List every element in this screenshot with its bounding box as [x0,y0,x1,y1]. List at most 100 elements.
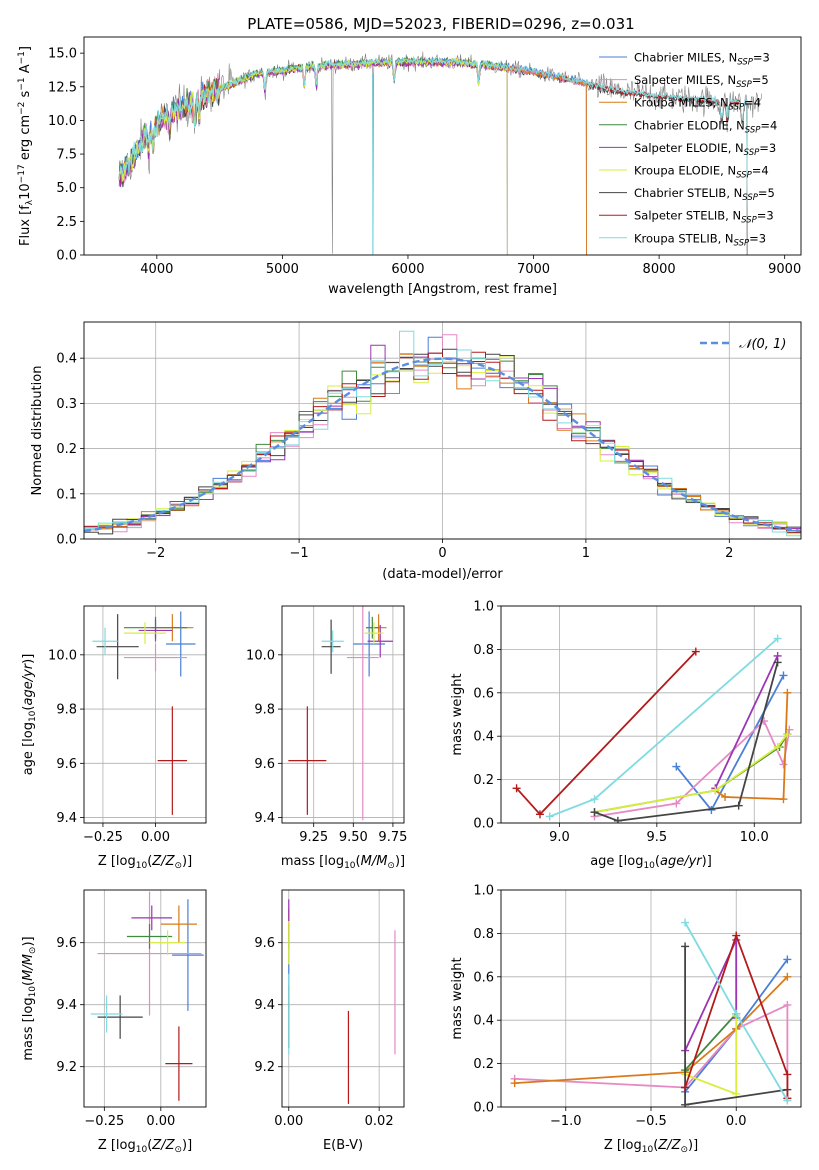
series-salpeter-elodie [681,935,741,1055]
x-tick-label: 1 [582,546,590,561]
x-tick-label: 0 [438,546,446,561]
y-tick-label: 9.6 [254,936,275,951]
y-tick-label: 0.4 [56,352,77,367]
x-tick-label: 0.00 [141,830,170,845]
series-salpeter-stelib [512,647,700,819]
errorbar-kroupa-elodie [149,930,186,956]
y-tick-label: 1.0 [473,884,494,899]
x-tick-label: 8000 [643,262,676,277]
y-tick-label: 7.5 [56,148,77,163]
age_vs_Z-y-axis-label: age [log10(age/yr)] [21,654,38,776]
series-chabrier-elodie [590,730,792,817]
mass_vs_Z-frame [83,889,207,1108]
y-tick-label: 9.6 [56,757,77,772]
errorbar-kroupa-elodie [364,622,384,644]
y-tick-label: 9.8 [254,703,275,718]
x-tick-label: 9.25 [299,830,328,845]
series-kroupa-elodie [590,730,792,817]
y-tick-label: 0.1 [56,487,77,502]
y-tick-label: 9.4 [56,998,77,1013]
x-tick-label: −1.0 [550,1114,582,1129]
legend-label: Chabrier ELODIE, NSSP=4 [634,118,777,135]
series-kroupa-stelib [545,634,782,821]
mass_vs_ebv-axes: 0.00 0.02 9.2 9.4 9.6 [254,890,404,1129]
errorbar-kroupa-stelib [90,995,123,1033]
age_vs_mass-x-axis-label: mass [log10(M/M⊙)] [281,854,405,871]
model-line-kroupa-miles [118,57,587,255]
spectrum-legend: Chabrier MILES, NSSP=3 Salpeter MILES, NS… [599,51,777,248]
spectrum-y-axis-label: Flux [fλ10−17 erg cm−2 s−1 A−1] [17,46,35,246]
x-tick-label: 0.00 [146,1114,175,1129]
y-tick-label: 9.6 [56,936,77,951]
y-tick-label: 9.6 [254,757,275,772]
y-tick-label: 9.4 [254,811,275,826]
errorbar-salpeter-stelib [165,1026,193,1101]
plot-layer: 4000 5000 6000 7000 8000 90000.02.55.07.510.0… [17,36,802,1155]
y-tick-label: 5.0 [56,181,77,196]
x-tick-label: 9.75 [378,830,407,845]
y-tick-label: 0.4 [473,730,494,745]
y-tick-label: 0.2 [473,773,494,788]
x-tick-label: 9000 [768,262,801,277]
model-line-salpeter-miles [118,57,587,255]
x-tick-label: 7000 [517,262,550,277]
x-tick-label: −2 [146,546,165,561]
spectrum-x-axis-label: wavelength [Angstrom, rest frame] [328,282,557,297]
model-line-kroupa-stelib [118,55,748,255]
y-tick-label: 0.0 [473,1101,494,1116]
y-tick-label: 0.0 [473,817,494,832]
residuals-frame [83,321,802,540]
legend-label: Salpeter STELIB, NSSP=3 [634,209,774,226]
x-tick-label: 0.00 [274,1114,303,1129]
x-tick-label: 9.0 [549,830,570,845]
x-tick-label: 9.50 [339,830,368,845]
spectrum-frame [83,36,802,256]
x-tick-label: −1 [290,546,309,561]
x-tick-label: 5000 [266,262,299,277]
model-line-kroupa-elodie [118,56,508,255]
weight_vs_age-frame [500,605,802,824]
age_vs_Z-frame [83,605,207,824]
x-tick-label: 4000 [140,262,173,277]
errorbar-salpeter-miles [123,643,188,672]
legend-label: Kroupa STELIB, NSSP=3 [634,231,766,248]
x-tick-label: 2 [725,546,733,561]
legend-label: Kroupa ELODIE, NSSP=4 [634,164,769,181]
errorbar-salpeter-miles [97,891,202,1016]
errorbar-chabrier-miles [172,899,204,1011]
errorbar-salpeter-miles [346,606,379,821]
y-tick-label: 0.2 [56,442,77,457]
x-tick-label: −0.5 [635,1114,667,1129]
y-tick-label: 1.0 [473,600,494,615]
x-tick-label: 9.5 [647,830,668,845]
errorbar-salpeter-stelib [288,706,327,815]
series-chabrier-miles [672,671,788,814]
y-tick-label: 10.0 [246,648,275,663]
y-tick-label: 9.4 [254,998,275,1013]
age_vs_Z-axes: −0.25 0.00 9.4 9.6 9.8 10.0 [48,606,206,845]
y-tick-label: 9.2 [56,1060,77,1075]
y-tick-label: 0.2 [473,1057,494,1072]
errorbar-chabrier-stelib [321,619,341,674]
y-tick-label: 10.0 [48,114,77,129]
y-tick-label: 0.8 [473,643,494,658]
y-tick-label: 0.0 [56,249,77,264]
x-tick-label: 0.0 [726,1114,747,1129]
y-tick-label: 12.5 [48,80,77,95]
y-tick-label: 0.3 [56,397,77,412]
y-tick-label: 0.0 [56,533,77,548]
model-line-chabrier-miles [118,56,587,255]
errorbar-chabrier-elodie [365,616,379,639]
x-tick-label: 0.02 [365,1114,394,1129]
errorbar-salpeter-elodie [131,905,173,931]
y-tick-label: 9.4 [56,811,77,826]
y-tick-label: 0.4 [473,1014,494,1029]
errorbar-kroupa-stelib [92,627,118,655]
normal-curve [84,357,801,533]
weight_vs_Z-frame [500,889,802,1108]
errorbar-chabrier-stelib [96,614,139,680]
weight_vs_Z-x-axis-label: Z [log10(Z/Z⊙)] [604,1138,698,1155]
y-tick-label: 9.2 [254,1060,275,1075]
y-tick-label: 15.0 [48,47,77,62]
errorbar-salpeter-elodie [138,619,173,642]
